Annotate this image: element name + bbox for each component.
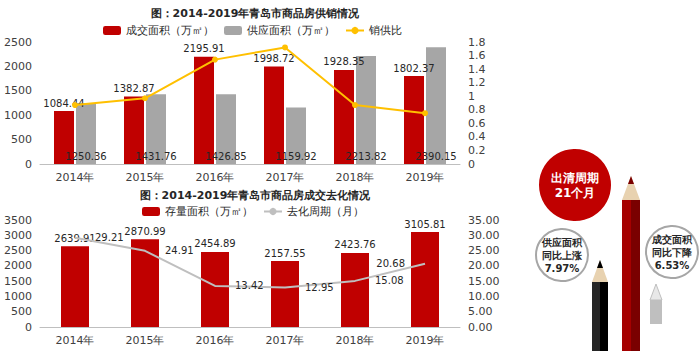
svg-text:存量面积（万㎡）: 存量面积（万㎡） [165,205,253,218]
svg-text:去化周期（月）: 去化周期（月） [287,205,364,218]
svg-text:2017年: 2017年 [266,171,305,184]
svg-text:1084.44: 1084.44 [43,98,84,109]
svg-text:2014年: 2014年 [56,171,95,184]
svg-text:图：2014-2019年青岛市商品房成交去化情况: 图：2014-2019年青岛市商品房成交去化情况 [140,189,372,202]
svg-text:2500: 2500 [4,36,32,49]
svg-text:供应面积: 供应面积 [541,237,583,248]
svg-text:2157.55: 2157.55 [264,248,305,259]
svg-text:20.68: 20.68 [376,258,405,269]
svg-text:1998.72: 1998.72 [253,53,294,64]
svg-text:1: 1 [468,90,475,103]
svg-text:24.91: 24.91 [165,245,194,256]
svg-text:2639.91: 2639.91 [54,232,96,244]
svg-text:2870.99: 2870.99 [124,226,165,237]
svg-text:21个月: 21个月 [555,186,596,200]
svg-text:500: 500 [11,305,32,318]
svg-text:1.4: 1.4 [468,63,486,76]
svg-text:1159.92: 1159.92 [275,151,316,162]
svg-text:0.2: 0.2 [468,144,486,157]
svg-text:2019年: 2019年 [406,171,445,184]
svg-text:2213.82: 2213.82 [345,151,386,162]
svg-text:0: 0 [468,158,475,171]
svg-text:2016年: 2016年 [196,171,235,184]
svg-text:出清周期: 出清周期 [551,171,599,185]
svg-text:1250.36: 1250.36 [65,151,106,162]
svg-text:1.6: 1.6 [468,49,486,62]
svg-text:20.00: 20.00 [468,259,500,272]
svg-text:2000: 2000 [4,259,32,272]
svg-text:2014年: 2014年 [56,334,95,347]
svg-text:13.42: 13.42 [235,280,264,291]
svg-text:2015年: 2015年 [126,334,165,347]
svg-text:2195.91: 2195.91 [183,43,224,54]
svg-text:2019年: 2019年 [406,334,445,347]
svg-text:2423.76: 2423.76 [334,239,375,250]
svg-text:2454.89: 2454.89 [194,238,235,249]
svg-text:成交面积: 成交面积 [651,234,693,245]
svg-text:2016年: 2016年 [196,334,235,347]
svg-text:3000: 3000 [4,229,32,242]
svg-text:图：2014-2019年青岛市商品房供销情况: 图：2014-2019年青岛市商品房供销情况 [151,7,361,20]
svg-text:成交面积（万㎡）: 成交面积（万㎡） [126,24,214,37]
svg-text:2015年: 2015年 [126,171,165,184]
svg-text:1426.85: 1426.85 [205,151,246,162]
svg-text:35.00: 35.00 [468,214,500,227]
svg-text:1802.37: 1802.37 [393,63,434,74]
svg-text:1000: 1000 [4,109,32,122]
svg-text:供应面积（万㎡）: 供应面积（万㎡） [247,24,335,37]
svg-text:6.53%: 6.53% [655,260,690,271]
svg-text:1382.87: 1382.87 [113,83,154,94]
svg-text:1928.35: 1928.35 [323,56,364,67]
svg-text:0.4: 0.4 [468,130,486,143]
svg-text:1500: 1500 [4,84,32,97]
svg-text:3500: 3500 [4,214,32,227]
svg-text:1.8: 1.8 [468,36,486,49]
svg-text:500: 500 [11,133,32,146]
svg-text:2018年: 2018年 [336,334,375,347]
svg-text:10.00: 10.00 [468,290,500,303]
svg-text:12.95: 12.95 [305,282,334,293]
svg-text:0: 0 [25,158,32,171]
svg-text:15.08: 15.08 [375,275,404,286]
svg-text:0.6: 0.6 [468,117,486,130]
svg-text:30.00: 30.00 [468,229,500,242]
svg-text:0.00: 0.00 [468,321,493,334]
svg-text:7.97%: 7.97% [545,263,580,274]
svg-text:2000: 2000 [4,60,32,73]
svg-text:同比下降: 同比下降 [652,247,693,258]
svg-text:29.21: 29.21 [95,232,124,243]
svg-text:同比上涨: 同比上涨 [542,250,583,261]
svg-text:0: 0 [25,321,32,334]
svg-text:2018年: 2018年 [336,171,375,184]
svg-text:25.00: 25.00 [468,244,500,257]
svg-text:3105.81: 3105.81 [404,219,445,230]
svg-text:1.2: 1.2 [468,76,486,89]
svg-text:2017年: 2017年 [266,334,305,347]
svg-text:1000: 1000 [4,290,32,303]
svg-text:2390.15: 2390.15 [415,151,456,162]
svg-text:5.00: 5.00 [468,305,493,318]
svg-text:1500: 1500 [4,275,32,288]
svg-text:15.00: 15.00 [468,275,500,288]
svg-text:0.8: 0.8 [468,103,486,116]
svg-text:2500: 2500 [4,244,32,257]
svg-text:1431.76: 1431.76 [135,151,176,162]
svg-text:销供比: 销供比 [368,24,402,37]
